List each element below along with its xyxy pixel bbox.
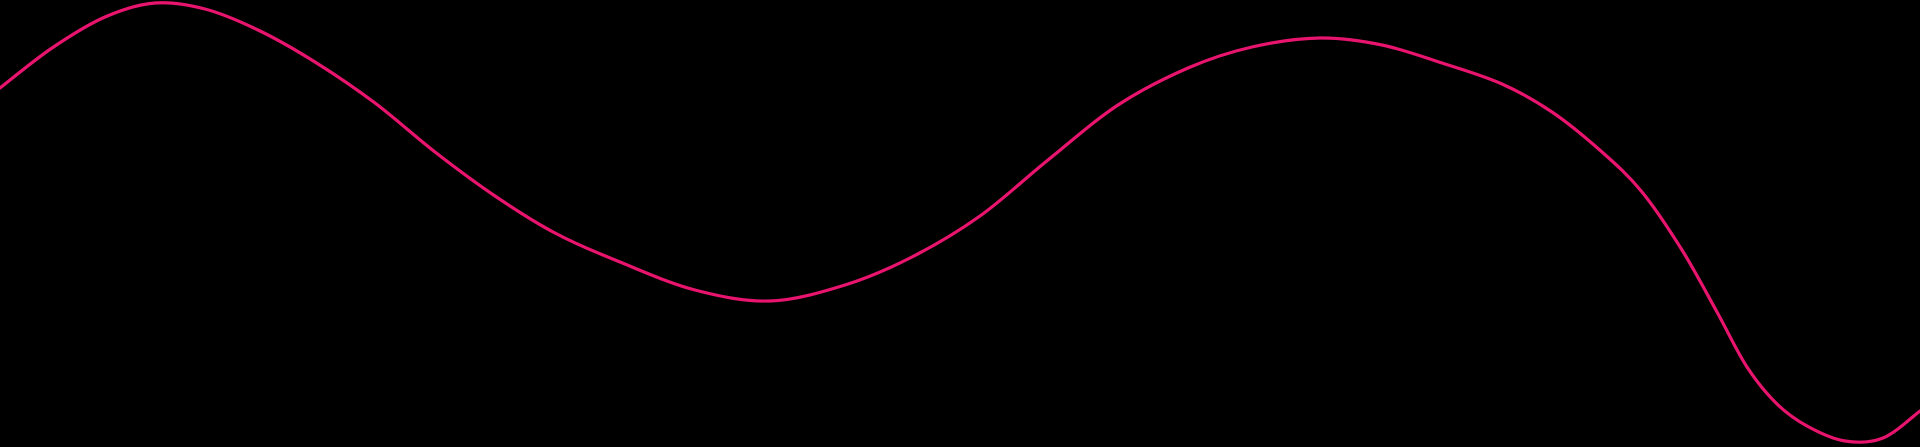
wave-curve [0,1,1920,444]
wave-curve-svg [0,1,1920,444]
canvas-background [0,1,1920,444]
